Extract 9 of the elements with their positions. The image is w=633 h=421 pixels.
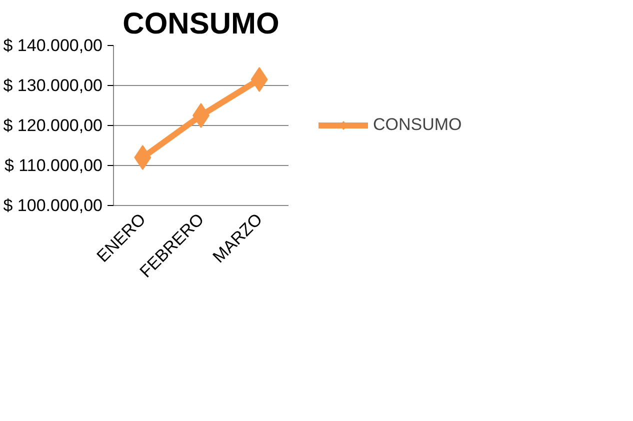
- y-tick-label: $ 140.000,00: [3, 36, 103, 55]
- y-tick-label: $ 110.000,00: [4, 156, 102, 175]
- y-tick-label: $ 120.000,00: [3, 116, 103, 135]
- legend-label: CONSUMO: [373, 115, 462, 135]
- chart-title: CONSUMO: [122, 8, 280, 40]
- point: [250, 67, 268, 92]
- point: [134, 145, 152, 170]
- y-tick-label: $ 100.000,00: [3, 196, 103, 215]
- y-tick-label: $ 130.000,00: [3, 76, 103, 95]
